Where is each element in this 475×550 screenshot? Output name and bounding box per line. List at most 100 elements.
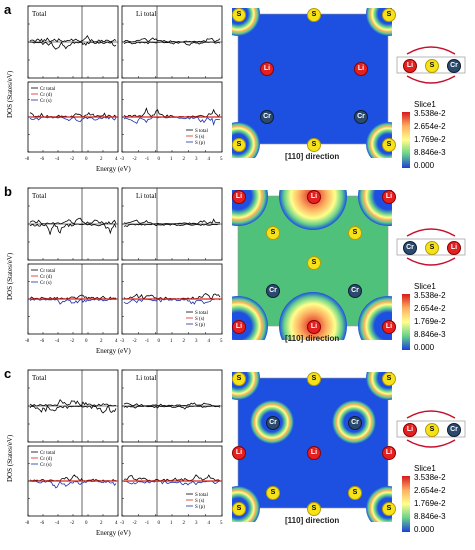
x-tick-label: 5 [220, 339, 223, 344]
dos-curve-d [29, 480, 117, 489]
legend-entry: S total [195, 129, 209, 134]
x-tick-label: 4 [115, 339, 118, 344]
legend-entry: Cr (d) [40, 275, 52, 280]
colorbar-value: 2.654e-2 [414, 486, 446, 495]
atom-li: Li [260, 62, 274, 76]
x-tick-label: 5 [220, 157, 223, 162]
dos-curve-down [29, 41, 117, 50]
legend-entry: S (s) [195, 135, 205, 140]
x-tick-label: -6 [40, 339, 45, 344]
schematic-frame [396, 420, 466, 438]
dos-plot-title: Total [32, 374, 46, 382]
schematic-atom-s: S [425, 241, 439, 255]
x-tick-label: -8 [25, 339, 30, 344]
x-tick-label: 2 [100, 157, 103, 162]
atom-li: Li [307, 446, 321, 460]
atom-s: S [307, 138, 321, 152]
atom-s: S [307, 502, 321, 516]
colorbar-value: 0.000 [414, 343, 435, 352]
atom-s: S [266, 226, 280, 240]
schematic-frame [396, 56, 466, 74]
y-axis-label: DOS (States/eV) [6, 70, 14, 118]
atom-li: Li [354, 62, 368, 76]
atom-s: S [348, 226, 362, 240]
atom-li: Li [382, 446, 396, 460]
x-axis-label: Energy (eV) [96, 347, 131, 355]
legend-entry: S (p) [195, 323, 205, 328]
x-tick-label: -1 [145, 157, 150, 162]
direction-label: [110] direction [285, 334, 340, 343]
atom-s: S [307, 8, 321, 22]
colorbar-gradient [402, 112, 410, 168]
x-tick-label: 5 [220, 521, 223, 526]
dos-curve-up [29, 217, 117, 225]
arrow-icon [406, 410, 456, 419]
atom-s: S [266, 486, 280, 500]
schematic-atom-cr: Cr [403, 241, 417, 255]
x-tick-label: 1 [170, 157, 173, 162]
x-tick-label: 0 [85, 521, 88, 526]
colorbar-value: 8.846e-3 [414, 512, 446, 521]
atom-schematic: Li S Cr [393, 44, 469, 93]
dos-curve-up [29, 34, 117, 43]
atom-s: S [348, 486, 362, 500]
atom-li: Li [232, 320, 246, 334]
schematic-atom-cr: Cr [447, 423, 461, 437]
dos-plot-title: Total [32, 10, 46, 18]
dos-curve-d [123, 480, 221, 486]
figure-panel-a: a Total Li total Cr total Cr (d) Cr (s) S tota… [0, 0, 475, 180]
density-lobe [279, 190, 347, 230]
schematic-atom-li: Li [403, 423, 417, 437]
dos-plot-title: Total [32, 192, 46, 200]
dos-curve-total [29, 294, 117, 300]
dos-curve-down [29, 222, 117, 235]
atom-cr: Cr [266, 284, 280, 298]
legend-entry: S total [195, 311, 209, 316]
y-axis-label: DOS (States/eV) [6, 434, 14, 482]
colorbar-value: 8.846e-3 [414, 330, 446, 339]
x-tick-label: -2 [133, 339, 138, 344]
atom-li: Li [382, 320, 396, 334]
legend-entry: Cr (d) [40, 93, 52, 98]
y-axis-label: DOS (States/eV) [6, 252, 14, 300]
atom-cr: Cr [348, 416, 362, 430]
arrow-icon [406, 228, 456, 237]
x-tick-label: -4 [55, 339, 60, 344]
legend-entry: Cr total [40, 87, 56, 92]
dos-curve-up [123, 37, 221, 43]
x-tick-label: 2 [183, 339, 186, 344]
colorbar-value: 8.846e-3 [414, 148, 446, 157]
colorbar-value: 2.654e-2 [414, 304, 446, 313]
density-lobe [279, 292, 347, 340]
atom-s: S [307, 256, 321, 270]
legend-entry: Cr (s) [40, 281, 52, 286]
x-tick-label: -3 [120, 521, 125, 526]
panel-label: a [4, 2, 12, 17]
x-tick-label: 1 [170, 339, 173, 344]
dos-plot-title: Li total [136, 374, 156, 382]
colorbar-value: 3.538e-2 [414, 473, 446, 482]
x-tick-label: 1 [170, 521, 173, 526]
x-tick-label: -2 [70, 157, 75, 162]
x-tick-label: -6 [40, 157, 45, 162]
dos-curve-up [29, 398, 117, 407]
x-tick-label: 3 [195, 339, 198, 344]
legend-entry: S (s) [195, 317, 205, 322]
arrow-icon [406, 46, 456, 55]
atom-s: S [232, 372, 246, 386]
schematic-atom-li: Li [403, 59, 417, 73]
colorbar-gradient [402, 294, 410, 350]
colorbar-value: 1.769e-2 [414, 317, 446, 326]
map-background [237, 13, 389, 145]
schematic-frame [396, 238, 466, 256]
colorbar-value: 1.769e-2 [414, 135, 446, 144]
schematic-atom-s: S [425, 423, 439, 437]
colorbar-value: 0.000 [414, 161, 435, 170]
atom-cr: Cr [354, 110, 368, 124]
x-axis-label: Energy (eV) [96, 529, 131, 537]
legend-entry: S total [195, 493, 209, 498]
atom-s: S [232, 502, 246, 516]
atom-s: S [232, 138, 246, 152]
schematic-atom-cr: Cr [447, 59, 461, 73]
